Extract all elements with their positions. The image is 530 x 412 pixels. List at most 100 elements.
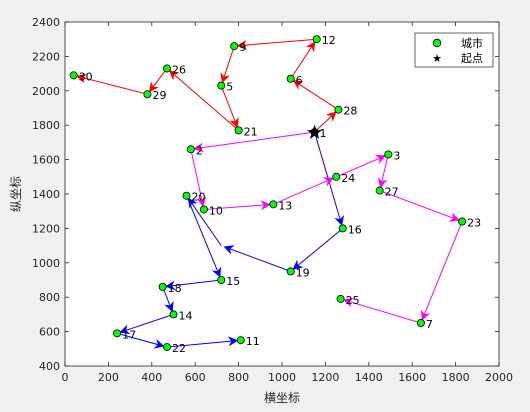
route-segment-red [236,38,317,51]
route-segment-blue [116,332,165,349]
city-point [334,105,343,114]
city-point [332,172,341,181]
city-label: 25 [346,294,360,307]
city-label: 26 [172,63,186,76]
x-tick-label: 1400 [355,371,383,384]
x-tick-label: 0 [62,371,69,384]
city-label: 16 [348,223,362,236]
city-label: 9 [239,41,246,54]
legend-city-marker [432,38,442,48]
route-segment-magenta [379,190,460,222]
route-segment-blue [186,195,222,278]
y-tick-label: 1800 [32,119,60,132]
city-point [162,343,171,352]
city-label: 12 [322,34,336,47]
route-segment-red [292,80,339,111]
city-point [338,224,347,233]
city-label: 20 [192,191,206,204]
route-segment-red [290,41,316,80]
route-segment-red [76,73,148,95]
city-point [312,35,321,44]
city-point [416,318,425,327]
city-point [336,294,345,303]
city-label: 23 [467,217,481,230]
city-label: 24 [341,172,355,185]
y-tick-label: 2400 [32,16,60,29]
route-segment-magenta [193,131,315,153]
y-tick-label: 2000 [32,85,60,98]
x-tick-label: 2000 [485,371,513,384]
route-segment-blue [166,336,239,348]
city-label: 29 [152,89,166,102]
route-segment-blue [119,313,174,335]
axis-ticks: 0 200 400 600 800 1000 1200 1400 1600 1800 2000400… [32,16,513,384]
y-tick-label: 2200 [32,50,60,63]
city-point [199,205,208,214]
city-point [458,217,467,226]
city-label: 15 [226,275,240,288]
y-tick-label: 600 [39,326,60,339]
city-point [169,310,178,319]
x-tick-label: 1600 [398,371,426,384]
city-label: 30 [79,70,93,83]
city-point [69,71,78,80]
y-tick-label: 1000 [32,257,60,270]
x-tick-label: 1800 [442,371,470,384]
legend-city-label: 城市 [461,36,483,50]
city-point [186,145,195,154]
city-label: 14 [179,309,193,322]
x-tick-label: 400 [141,371,162,384]
city-point [162,64,171,73]
city-point [310,128,319,137]
city-label: 18 [168,282,182,295]
route-lines [76,38,463,349]
city-point [217,81,226,90]
city-label: 22 [172,342,186,355]
city-label: 1 [320,127,327,140]
city-point [158,282,167,291]
city-point [384,150,393,159]
x-tick-label: 1200 [311,371,339,384]
route-segment-red [314,111,337,133]
city-label: 11 [246,335,260,348]
route-segment-blue [223,245,291,272]
city-label: 27 [385,186,399,199]
city-label: 21 [244,125,258,138]
route-segment-magenta [273,177,334,205]
route-segment-blue [187,197,222,246]
city-point [113,329,122,338]
route-segment-magenta [420,221,463,321]
city-point [269,200,278,209]
route-segment-magenta [203,200,271,211]
city-label: 2 [196,144,203,157]
city-point [286,74,295,83]
x-tick-label: 200 [98,371,119,384]
route-segment-magenta [342,297,422,324]
city-point [143,90,152,99]
city-label: 7 [426,318,433,331]
city-point [286,267,295,276]
plot-area [64,21,500,367]
city-point [230,42,239,51]
route-segment-red [168,70,239,131]
route-segment-blue [165,279,222,291]
y-tick-label: 400 [39,360,60,373]
legend: 城市 ★ 起点 [414,32,494,68]
route-segment-red [220,85,239,129]
route-segment-blue [292,228,344,270]
city-label: 19 [296,266,310,279]
x-axis-title: 横坐标 [264,391,300,405]
y-axis-title: 纵坐标 [9,176,23,212]
route-segment-magenta [377,154,389,189]
city-point [234,126,243,135]
y-tick-label: 1200 [32,222,60,235]
x-tick-label: 800 [228,371,249,384]
city-point [217,275,226,284]
legend-start-marker: ★ [432,52,442,65]
city-point [375,186,384,195]
route-segment-magenta [336,154,387,178]
city-labels: 12 35679101112131415161718192021222324252… [79,34,481,355]
route-segment-blue [162,286,174,313]
x-tick-label: 600 [185,371,206,384]
